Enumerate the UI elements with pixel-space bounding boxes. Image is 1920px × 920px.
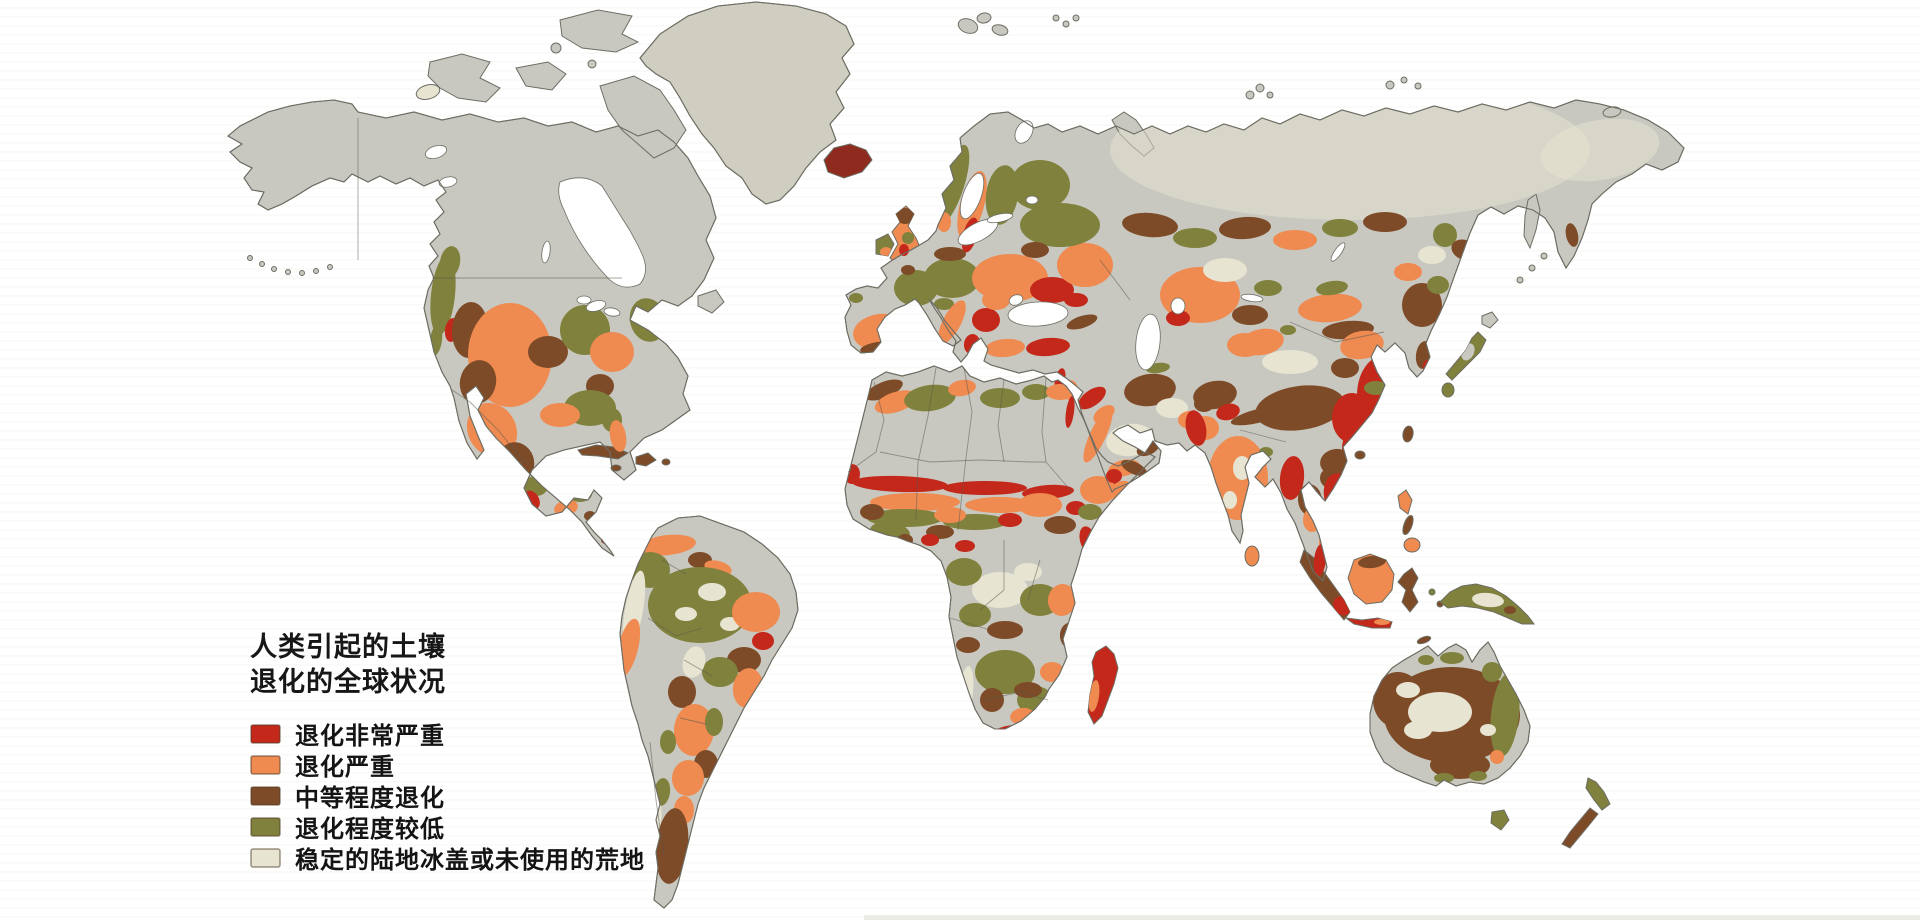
legend-title-line-2: 退化的全球状况 xyxy=(250,667,446,697)
puerto-rico xyxy=(661,458,671,466)
legend-item-low: 退化程度较低 xyxy=(250,811,670,843)
newfoundland xyxy=(697,289,725,314)
legend: 人类引起的土壤 退化的全球状况 退化非常严重 退化严重 中等程度退化 退化程度较… xyxy=(250,630,670,874)
legend-label: 稳定的陆地冰盖或未使用的荒地 xyxy=(295,848,645,874)
sea-of-azov xyxy=(1008,294,1024,306)
great-lakes xyxy=(603,307,621,317)
coastlines xyxy=(227,1,1685,909)
legend-item-very-severe: 退化非常严重 xyxy=(250,718,670,750)
legend-swatch-moderate xyxy=(250,785,281,806)
sri-lanka xyxy=(1244,545,1260,567)
baffin-island xyxy=(599,75,687,159)
new-zealand-north xyxy=(1585,777,1611,811)
page-bottom-edge xyxy=(864,915,1920,920)
tasmania xyxy=(1490,809,1510,831)
timor xyxy=(1416,635,1432,645)
great-bear-lake xyxy=(424,144,448,160)
sakhalin xyxy=(1523,193,1541,250)
legend-item-moderate: 中等程度退化 xyxy=(250,780,670,812)
aleutian-islands xyxy=(247,255,333,276)
white-sea xyxy=(1014,120,1034,144)
patches-australia xyxy=(1373,652,1520,783)
lake-winnipeg xyxy=(541,240,551,264)
hispaniola xyxy=(635,452,657,467)
legend-title: 人类引起的土壤 退化的全球状况 xyxy=(250,630,670,700)
sulawesi xyxy=(1397,567,1419,613)
country-borders xyxy=(357,118,1385,857)
arctic-island xyxy=(515,61,567,91)
gulf-of-finland xyxy=(986,212,1014,224)
philippine-island xyxy=(1402,515,1414,535)
gulf-of-bothnia xyxy=(959,172,985,220)
legend-label: 退化非常严重 xyxy=(295,724,445,750)
great-slave-lake xyxy=(438,176,458,188)
lake-balkhash xyxy=(1240,293,1264,303)
black-sea xyxy=(1007,301,1069,327)
arctic-island xyxy=(559,9,640,53)
hainan xyxy=(1354,450,1366,460)
legend-item-severe: 退化严重 xyxy=(250,749,670,781)
legend-title-line-1: 人类引起的土壤 xyxy=(250,632,446,662)
kyushu xyxy=(1441,382,1455,398)
great-lakes xyxy=(576,295,592,305)
legend-swatch-low xyxy=(250,816,281,837)
legend-label: 退化严重 xyxy=(295,755,395,781)
aral-sea xyxy=(1170,297,1186,315)
caspian-sea xyxy=(1135,313,1161,371)
inland-seas xyxy=(424,120,1346,371)
arctic-island xyxy=(427,53,501,103)
great-lakes xyxy=(585,300,607,312)
lake-ladoga xyxy=(1025,195,1039,205)
new-zealand-south xyxy=(1561,807,1599,849)
legend-swatch-very-severe xyxy=(250,723,281,744)
taiwan xyxy=(1402,425,1414,443)
iceland xyxy=(823,143,873,179)
legend-label: 退化程度较低 xyxy=(295,817,445,843)
legend-item-stable: 稳定的陆地冰盖或未使用的荒地 xyxy=(250,842,670,874)
jamaica xyxy=(610,464,622,472)
arctic-island xyxy=(415,84,441,100)
hudson-bay xyxy=(558,177,646,288)
legend-swatch-stable xyxy=(250,847,281,868)
lake-baikal xyxy=(1330,242,1346,262)
hokkaido xyxy=(1481,311,1499,329)
mindanao xyxy=(1403,537,1421,553)
legend-swatch-severe xyxy=(250,754,281,775)
legend-items: 退化非常严重 退化严重 中等程度退化 退化程度较低 稳定的陆地冰盖或未使用的荒地 xyxy=(250,718,670,874)
patches-north-america xyxy=(429,246,667,452)
legend-label: 中等程度退化 xyxy=(295,786,445,812)
luzon xyxy=(1397,489,1413,515)
